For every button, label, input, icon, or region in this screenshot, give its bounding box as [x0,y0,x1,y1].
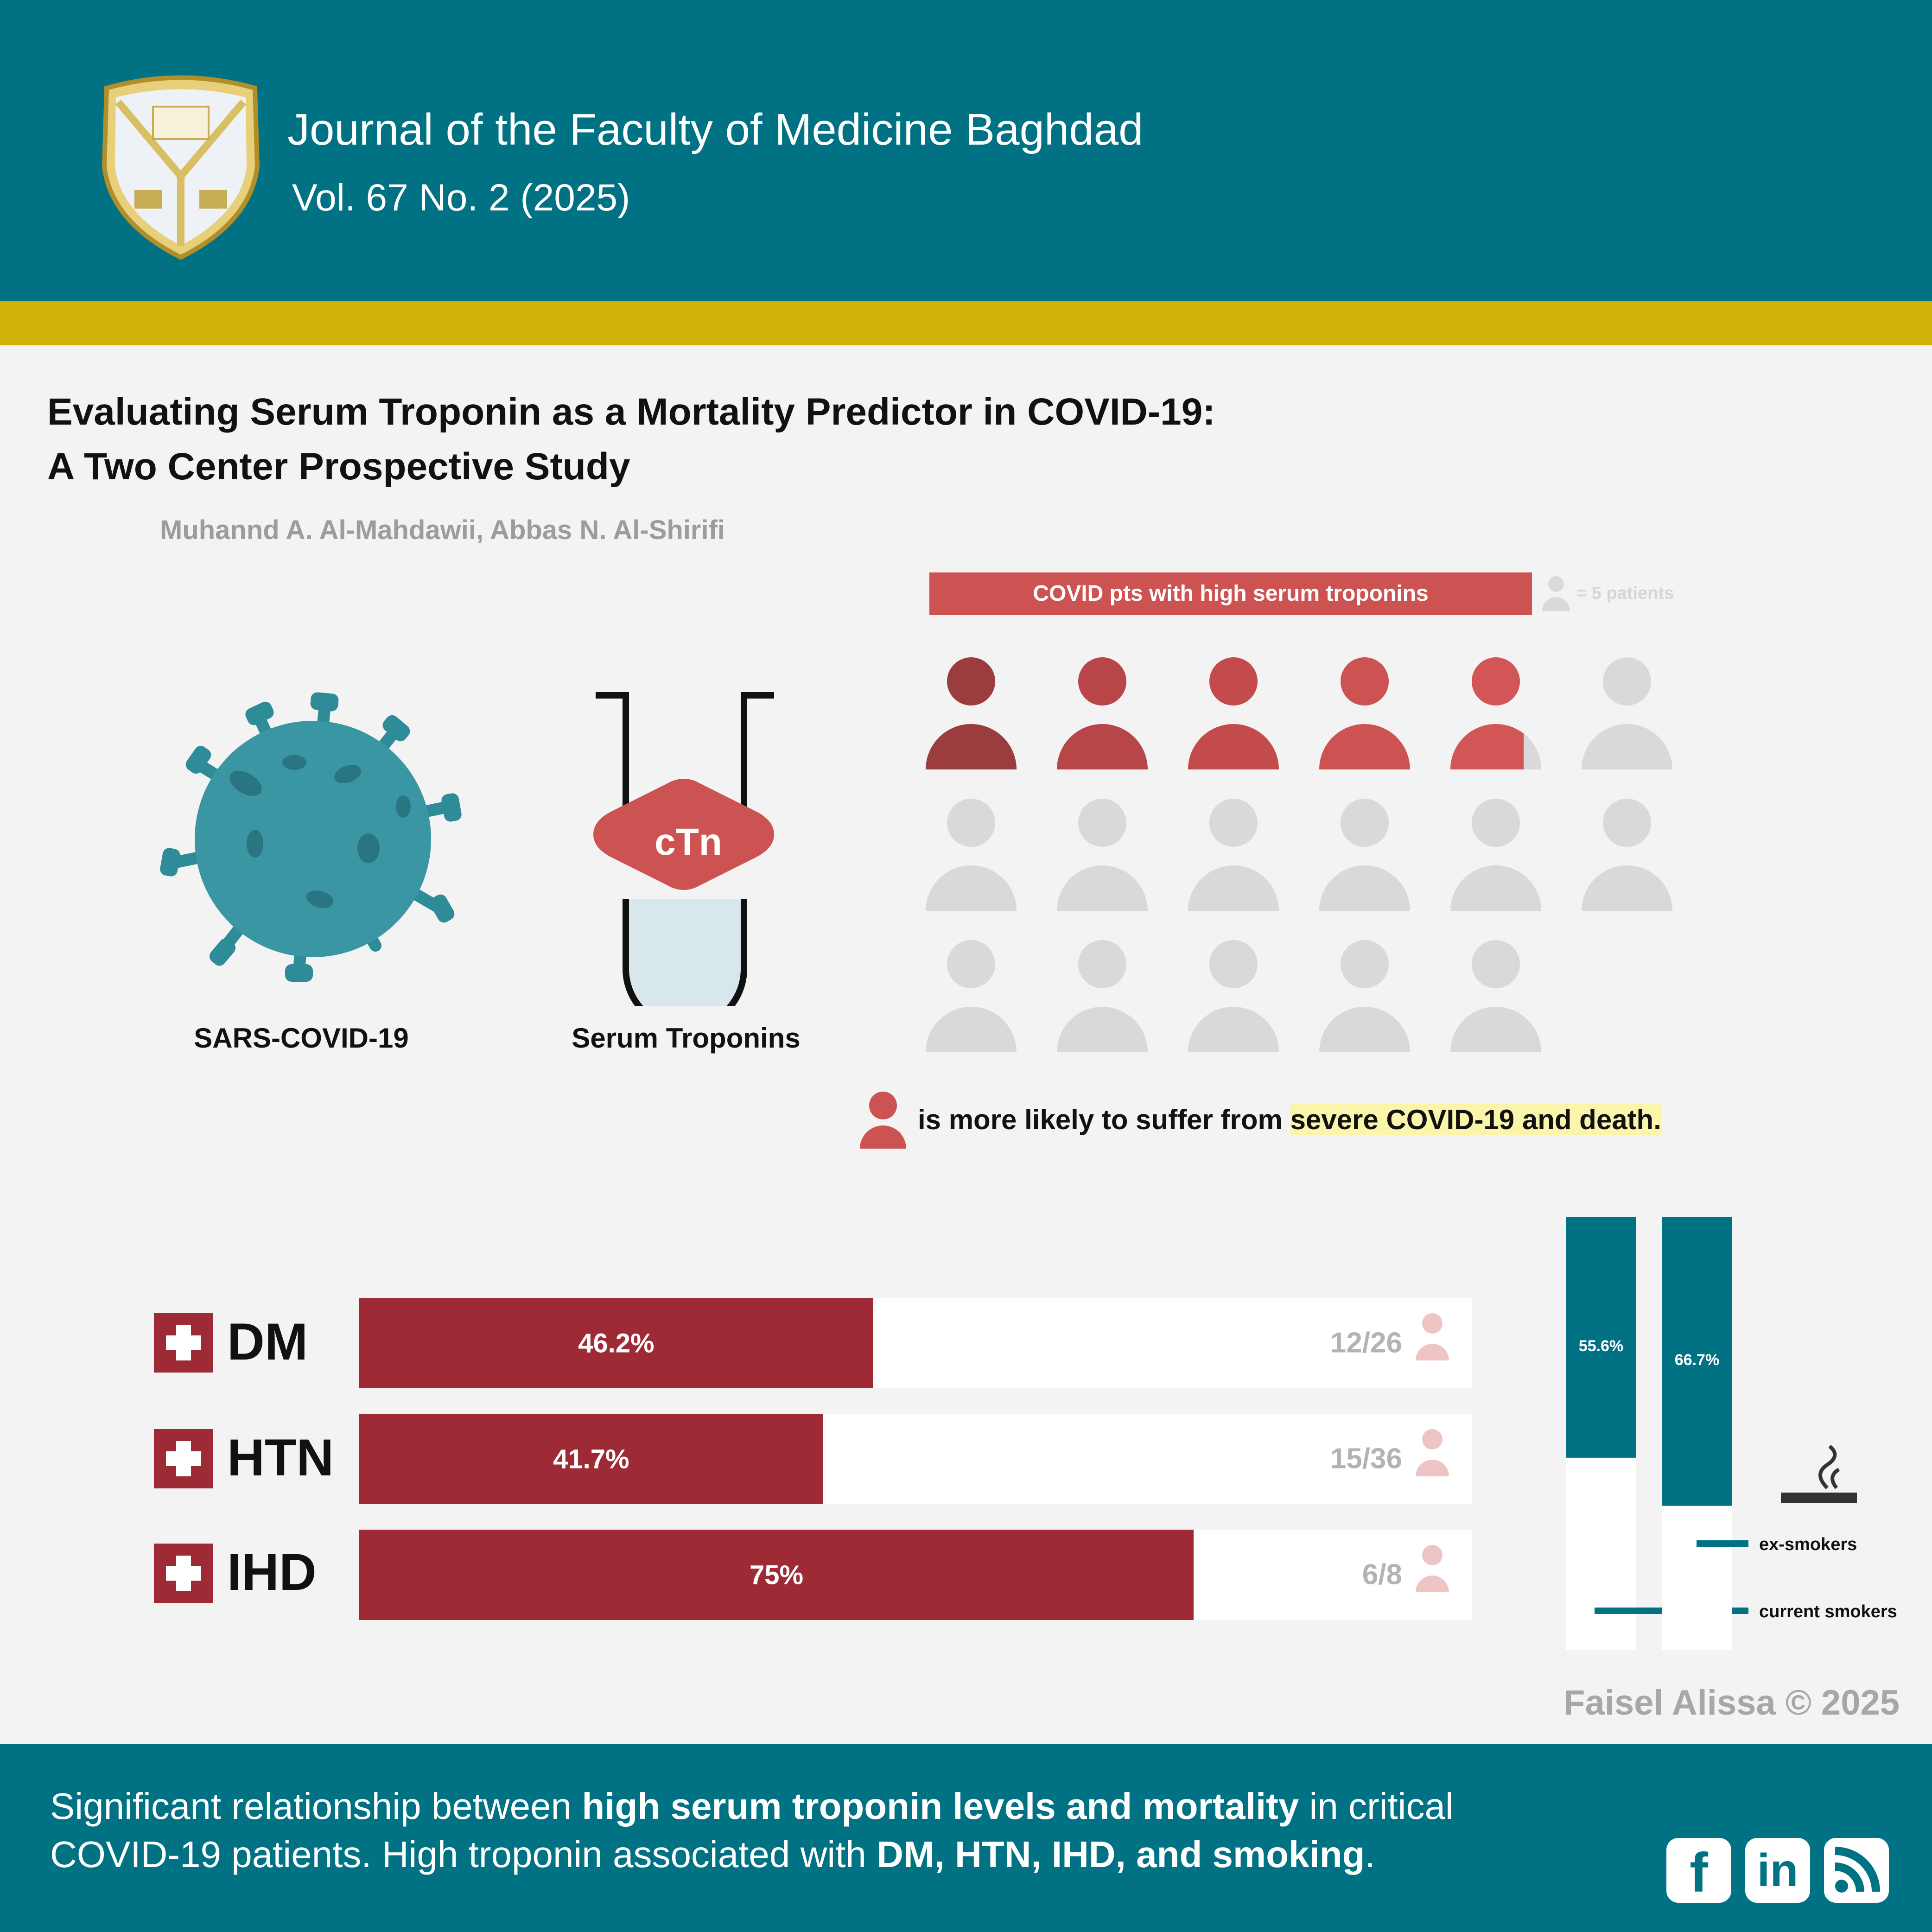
patient-icon [926,940,1017,1052]
patient-icon [926,799,1017,911]
takeaway-plain: is more likely to suffer from [918,1104,1290,1135]
journal-crest-logo [102,75,260,260]
legend-label: current smokers [1759,1602,1897,1621]
paper-title: Evaluating Serum Troponin as a Mortality… [47,385,1215,494]
patient-icon [1188,657,1279,769]
footer-text-3: . [1365,1834,1375,1875]
takeaway-text: is more likely to suffer from severe COV… [918,1104,1661,1136]
coronavirus-icon [160,692,462,982]
patient-icon [1188,940,1279,1052]
patient-icon [1057,940,1148,1052]
patient-pictograph [926,657,1672,1052]
patient-icon [1188,799,1279,911]
paper-title-line-2: A Two Center Prospective Study [47,445,630,488]
patient-icon [1057,799,1148,911]
patient-icon [1582,799,1672,911]
medical-cross-icon [154,1313,213,1373]
legend-text: = 5 patients [1576,583,1674,603]
condition-label-htn: HTN [227,1429,334,1487]
troponin-badge-label: cTn [655,821,722,863]
patient-icon [1450,657,1541,769]
virus-label: SARS-COVID-19 [194,1023,409,1054]
bar-count-label: 6/8 [1362,1559,1402,1591]
accent-stripe [0,301,1932,345]
author-credit: Faisel Alissa © 2025 [1563,1683,1900,1722]
header-band [0,0,1932,301]
legend-label: ex-smokers [1759,1535,1857,1554]
footer-band [0,1744,1932,1932]
condition-label-ihd: IHD [227,1543,317,1601]
takeaway-highlight: severe COVID-19 and death. [1290,1104,1661,1135]
linkedin-glyph: in [1757,1844,1799,1896]
medical-cross-icon [154,1429,213,1488]
comorbidity-bar-chart: 46.2% 12/26 41.7% 15/36 75% 6/8 [359,1298,1472,1620]
highlighted-person-icon [860,1092,906,1149]
test-tube-icon [593,692,774,1006]
footer-bold-1: high serum troponin levels and mortality [582,1786,1299,1827]
patient-icon [1319,657,1410,769]
footer-summary: Significant relationship between high se… [50,1782,1557,1879]
linkedin-icon[interactable]: in [1745,1838,1810,1903]
patient-icon [926,657,1017,769]
legend-person-icon [1542,576,1570,611]
troponin-label: Serum Troponins [572,1023,801,1054]
bar-value-label: 55.6% [1579,1337,1623,1355]
bar-value-label: 75% [750,1560,803,1590]
paper-authors: Muhannd A. Al-Mahdawii, Abbas N. Al-Shir… [160,515,725,545]
patient-icon [1319,799,1410,911]
smoking-bar-chart: 55.6% current smokers 66.7% ex-smokers [1566,1217,1897,1650]
patient-icon [1582,657,1672,769]
journal-volume: Vol. 67 No. 2 (2025) [292,177,630,219]
patient-icon [1319,940,1410,1052]
pictograph-legend: = 5 patients [1541,575,1674,612]
person-icon [1416,1313,1449,1360]
medical-cross-icon [154,1544,213,1603]
patient-icon [1057,657,1148,769]
facebook-glyph: f [1690,1842,1708,1904]
bar-ex-smokers [1662,1217,1732,1506]
person-icon [1416,1429,1449,1476]
rss-glyph [1835,1847,1880,1893]
pictograph-title: COVID pts with high serum troponins [929,572,1532,615]
bar-value-label: 46.2% [578,1328,654,1359]
bar-count-label: 12/26 [1330,1327,1402,1359]
rss-icon[interactable] [1824,1838,1889,1903]
footer-text-2: in critical COVID-19 patients. High trop… [50,1786,1454,1875]
footer-bold-2: DM, HTN, IHD, and smoking [877,1834,1365,1875]
journal-title: Journal of the Faculty of Medicine Baghd… [287,105,1144,154]
facebook-icon[interactable]: f [1666,1838,1731,1904]
bar-value-label: 66.7% [1675,1351,1719,1369]
cigarette-icon [1781,1444,1857,1503]
paper-title-line-1: Evaluating Serum Troponin as a Mortality… [47,391,1215,433]
person-icon [1416,1545,1449,1592]
takeaway: is more likely to suffer from severe COV… [858,1089,1661,1150]
footer-text-1: Significant relationship between [50,1786,582,1827]
bar-current-smokers [1566,1217,1636,1458]
bar-value-label: 41.7% [553,1444,629,1474]
patient-icon [1450,799,1541,911]
condition-label-dm: DM [227,1313,308,1371]
bar-htn [359,1414,823,1504]
bar-count-label: 15/36 [1330,1443,1402,1475]
bar-ihd [359,1530,1194,1620]
patient-icon [1450,940,1541,1052]
bar-dm [359,1298,873,1388]
